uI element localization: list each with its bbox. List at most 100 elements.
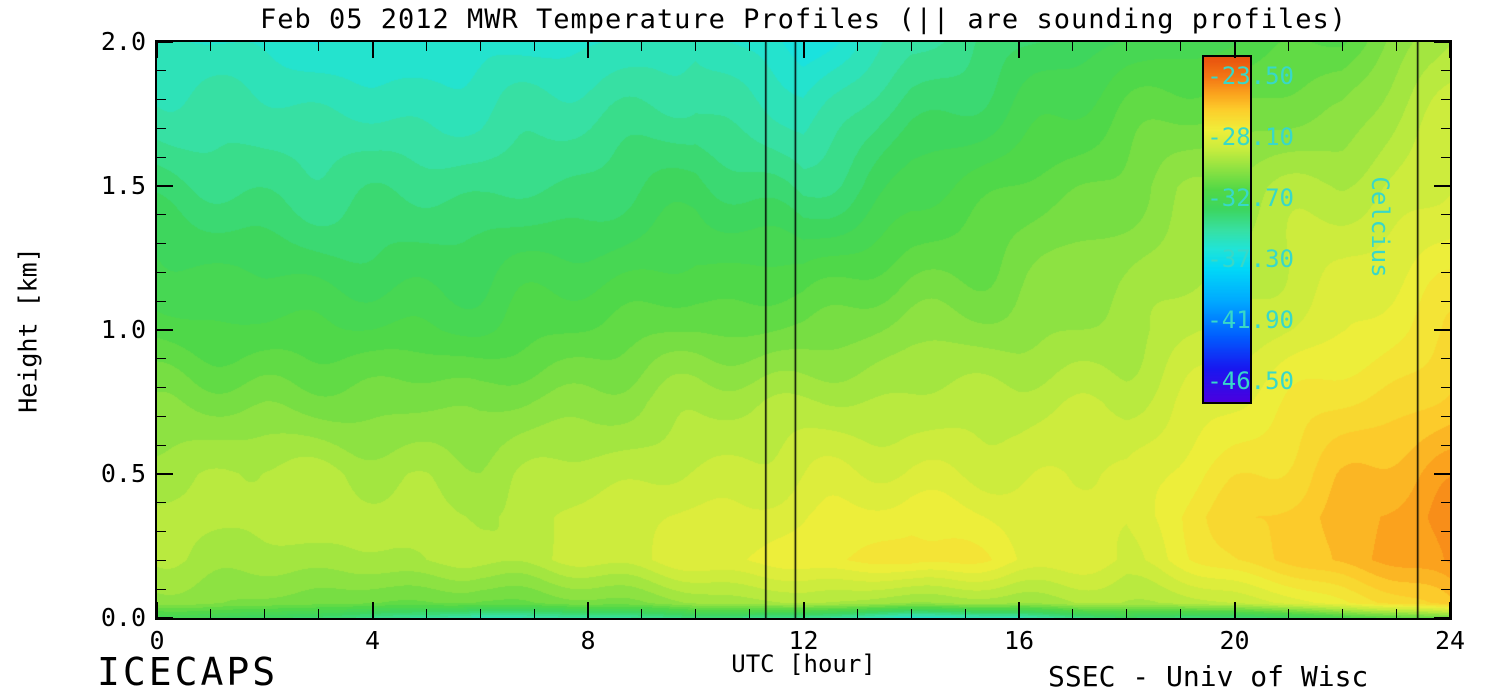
x-minor-tick [695, 609, 697, 618]
x-minor-tick [533, 609, 535, 618]
y-major-tick [157, 617, 173, 619]
x-minor-tick [264, 609, 266, 618]
x-tick-label: 20 [1219, 626, 1250, 655]
colorbar-tick-label: -32.70 [1207, 183, 1294, 212]
x-tick-label: 12 [788, 626, 819, 655]
y-tick-label: 0.5 [100, 459, 146, 488]
y-major-tick [1434, 185, 1450, 187]
x-minor-tick [425, 42, 427, 51]
colorbar-tick-label: -37.30 [1207, 245, 1294, 274]
y-minor-tick [1441, 271, 1450, 273]
x-major-tick [156, 602, 158, 618]
x-minor-tick [318, 609, 320, 618]
x-major-tick [371, 602, 374, 618]
x-tick-label: 24 [1434, 626, 1466, 655]
x-tick-label: 16 [1003, 626, 1035, 655]
x-minor-tick [964, 42, 966, 51]
x-tick-label: 0 [149, 626, 165, 655]
y-minor-tick [1441, 99, 1450, 101]
y-minor-tick [157, 214, 166, 216]
colorbar-tick-label: -23.50 [1207, 61, 1294, 90]
y-major-tick [157, 329, 173, 331]
x-major-tick [1449, 42, 1451, 58]
y-minor-tick [1441, 127, 1450, 129]
y-major-tick [1434, 473, 1450, 475]
y-tick-label: 1.0 [100, 315, 146, 344]
y-minor-tick [1441, 444, 1450, 446]
y-minor-tick [1441, 214, 1450, 216]
x-minor-tick [1395, 609, 1397, 618]
y-minor-tick [157, 531, 166, 533]
x-tick-label: 8 [580, 626, 596, 655]
x-minor-tick [479, 42, 481, 51]
y-minor-tick [1441, 243, 1450, 245]
icecaps-watermark: ICECAPS [97, 650, 279, 694]
y-tick-label: 1.5 [100, 171, 146, 200]
y-major-tick [157, 473, 173, 475]
x-minor-tick [210, 609, 212, 618]
y-tick-label: 0.0 [100, 603, 146, 632]
x-minor-tick [910, 609, 912, 618]
y-minor-tick [157, 70, 166, 72]
y-minor-tick [157, 502, 166, 504]
y-minor-tick [157, 99, 166, 101]
x-minor-tick [1341, 42, 1343, 51]
y-minor-tick [157, 300, 166, 302]
x-tick-label: 4 [364, 626, 381, 655]
y-major-tick [157, 41, 173, 43]
x-minor-tick [641, 609, 643, 618]
y-minor-tick [157, 559, 166, 561]
colorbar-gradient-canvas [1202, 55, 1252, 404]
x-minor-tick [264, 42, 266, 51]
y-tick-label: 2.0 [100, 27, 146, 56]
x-minor-tick [1126, 42, 1128, 51]
x-minor-tick [425, 609, 427, 618]
x-major-tick [156, 42, 158, 58]
x-minor-tick [1395, 42, 1397, 51]
y-minor-tick [1441, 559, 1450, 561]
x-minor-tick [1072, 609, 1074, 618]
x-minor-tick [856, 42, 858, 51]
colorbar-unit-label: Celcius [1366, 176, 1394, 278]
x-minor-tick [533, 42, 535, 51]
x-major-tick [802, 42, 805, 58]
x-minor-tick [1287, 609, 1289, 618]
x-major-tick [1233, 42, 1236, 58]
y-minor-tick [1441, 502, 1450, 504]
x-minor-tick [910, 42, 912, 51]
y-minor-tick [1441, 415, 1450, 417]
y-minor-tick [1441, 358, 1450, 360]
y-minor-tick [157, 387, 166, 389]
x-major-tick [587, 602, 589, 618]
x-minor-tick [695, 42, 697, 51]
x-minor-tick [1180, 42, 1182, 51]
y-minor-tick [1441, 300, 1450, 302]
x-minor-tick [210, 42, 212, 51]
y-major-tick [1434, 329, 1450, 331]
y-minor-tick [1441, 531, 1450, 533]
colorbar: Celcius -23.50 -28.10 -32.70 -37.30 -41.90 -4… [1202, 55, 1500, 405]
x-major-tick [587, 42, 589, 58]
y-major-tick [1434, 41, 1450, 43]
plot-area: Celcius -23.50 -28.10 -32.70 -37.30 -41.90 -4… [155, 40, 1452, 620]
x-major-tick [1018, 602, 1020, 618]
y-minor-tick [157, 243, 166, 245]
x-minor-tick [1180, 609, 1182, 618]
y-minor-tick [157, 156, 166, 158]
colorbar-tick-label: -41.90 [1207, 306, 1294, 335]
y-minor-tick [157, 271, 166, 273]
x-minor-tick [749, 609, 751, 618]
colorbar-tick-label: -46.50 [1207, 367, 1294, 396]
y-major-tick [1434, 617, 1450, 619]
ssec-credit: SSEC - Univ of Wisc [1048, 660, 1369, 693]
chart-title: Feb 05 2012 MWR Temperature Profiles (||… [259, 4, 1348, 35]
x-minor-tick [1126, 609, 1128, 618]
y-minor-tick [157, 415, 166, 417]
y-minor-tick [1441, 588, 1450, 590]
x-major-tick [1233, 602, 1236, 618]
y-minor-tick [1441, 156, 1450, 158]
y-minor-tick [157, 358, 166, 360]
y-minor-tick [1441, 387, 1450, 389]
y-minor-tick [157, 444, 166, 446]
